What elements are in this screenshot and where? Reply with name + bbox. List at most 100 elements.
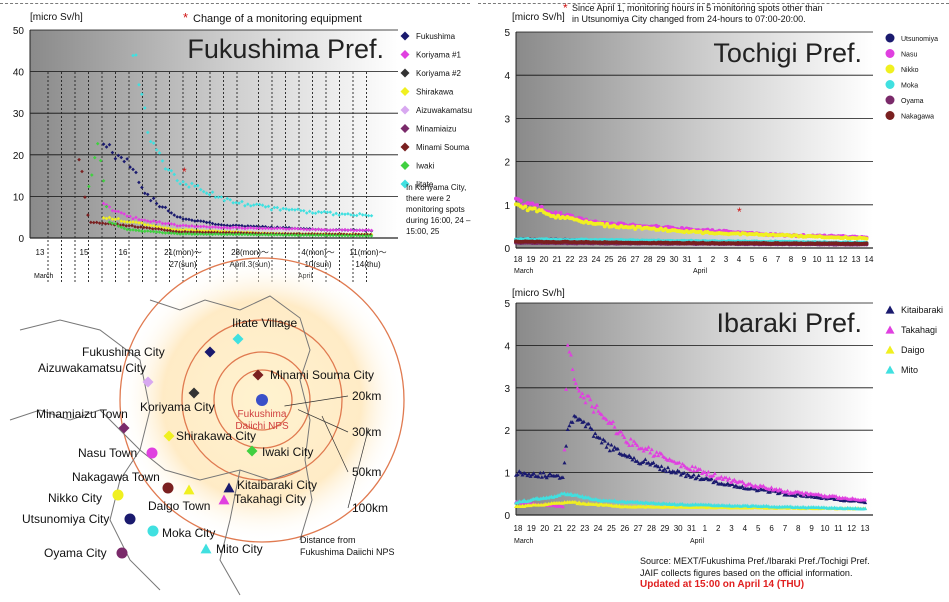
data-point xyxy=(90,173,94,177)
data-point xyxy=(154,201,159,206)
data-point xyxy=(204,225,209,229)
city-label: Iitate Village xyxy=(232,316,297,330)
data-point xyxy=(95,141,100,146)
city-label: Moka City xyxy=(162,526,215,540)
data-point xyxy=(572,377,577,381)
data-point xyxy=(246,232,250,237)
fukushima-legend: Fukushima Koriyama #1 Koriyama #2 Shirakawa… xyxy=(400,31,472,189)
data-point xyxy=(541,502,546,507)
data-point xyxy=(774,486,779,491)
data-point xyxy=(145,130,150,135)
y-tick-label: 4 xyxy=(504,71,510,82)
legend-marker xyxy=(400,50,410,59)
data-point xyxy=(357,228,362,232)
data-point xyxy=(654,450,659,454)
data-point xyxy=(116,216,121,221)
date-label: 16 xyxy=(119,248,128,257)
data-point xyxy=(622,435,627,439)
source-line1: Source: MEXT/Fukushima Pref./Ibaraki Pre… xyxy=(640,556,870,566)
legend-marker xyxy=(885,49,895,58)
tochigi-unit-label: [micro Sv/h] xyxy=(512,12,565,23)
data-point xyxy=(299,208,303,213)
data-point xyxy=(551,495,556,499)
data-point xyxy=(257,226,262,231)
data-point xyxy=(709,476,714,481)
legend-label: Iitate xyxy=(416,180,434,189)
data-point xyxy=(83,195,87,200)
data-point xyxy=(301,233,306,237)
data-point xyxy=(181,223,185,228)
data-point xyxy=(148,220,153,224)
data-point xyxy=(272,205,277,210)
data-point xyxy=(257,202,262,207)
data-point xyxy=(219,232,224,237)
data-point xyxy=(219,195,224,199)
legend-marker xyxy=(885,95,895,105)
data-point xyxy=(564,443,569,448)
data-point xyxy=(779,487,784,492)
data-point xyxy=(558,210,563,215)
data-point xyxy=(560,504,565,509)
data-point xyxy=(181,217,185,221)
legend-marker xyxy=(885,64,895,74)
data-point xyxy=(98,158,103,163)
ring-leader xyxy=(297,409,349,433)
data-point xyxy=(172,172,177,177)
data-point xyxy=(610,447,615,452)
legend-marker xyxy=(885,365,895,374)
data-point xyxy=(307,209,312,214)
data-point xyxy=(568,491,573,496)
data-point xyxy=(290,207,294,212)
data-point xyxy=(137,217,141,222)
data-point xyxy=(643,457,648,462)
data-point xyxy=(91,220,96,225)
source-block: Source: MEXT/Fukushima Pref./Ibaraki Pre… xyxy=(640,555,940,591)
data-point xyxy=(653,453,658,457)
data-point xyxy=(131,217,135,221)
fukushima-series xyxy=(77,53,374,238)
data-point xyxy=(240,226,244,230)
data-point xyxy=(154,230,159,234)
data-point xyxy=(237,201,241,205)
ibaraki-unit-label: [micro Sv/h] xyxy=(512,288,565,299)
data-point xyxy=(290,226,294,231)
data-point xyxy=(234,223,238,228)
data-point xyxy=(296,227,300,231)
data-point xyxy=(125,157,129,161)
data-point xyxy=(819,493,824,497)
fukushima-gridlines xyxy=(29,29,398,282)
data-point xyxy=(151,229,156,234)
data-point xyxy=(128,165,132,169)
data-point xyxy=(864,236,869,241)
data-point xyxy=(163,221,168,226)
data-point xyxy=(310,233,315,238)
data-point xyxy=(562,447,567,452)
x-tick-label: 2 xyxy=(716,524,721,533)
data-point xyxy=(222,198,227,203)
data-point xyxy=(251,203,256,207)
data-point xyxy=(541,470,546,475)
data-point xyxy=(682,463,687,468)
x-tick-label: 18 xyxy=(514,255,523,264)
data-point xyxy=(604,417,609,422)
x-tick-label: 14 xyxy=(865,255,874,264)
data-point xyxy=(148,229,153,234)
tochigi-title: Tochigi Pref. xyxy=(713,38,862,68)
data-point xyxy=(357,234,362,238)
data-point xyxy=(193,224,197,229)
data-point xyxy=(316,227,321,232)
data-point xyxy=(92,155,97,160)
city-label: Koriyama City xyxy=(140,400,215,414)
data-point xyxy=(328,233,333,238)
month-label: April xyxy=(693,268,707,275)
city-marker xyxy=(183,484,195,495)
x-tick-label: 12 xyxy=(847,524,856,533)
data-point xyxy=(189,230,193,234)
legend-label: Oyama xyxy=(901,98,924,105)
prefecture-border-ibaraki xyxy=(219,469,241,596)
x-tick-label: 3 xyxy=(729,524,734,533)
data-point xyxy=(593,431,598,436)
data-point xyxy=(157,219,162,224)
data-point xyxy=(192,230,196,235)
